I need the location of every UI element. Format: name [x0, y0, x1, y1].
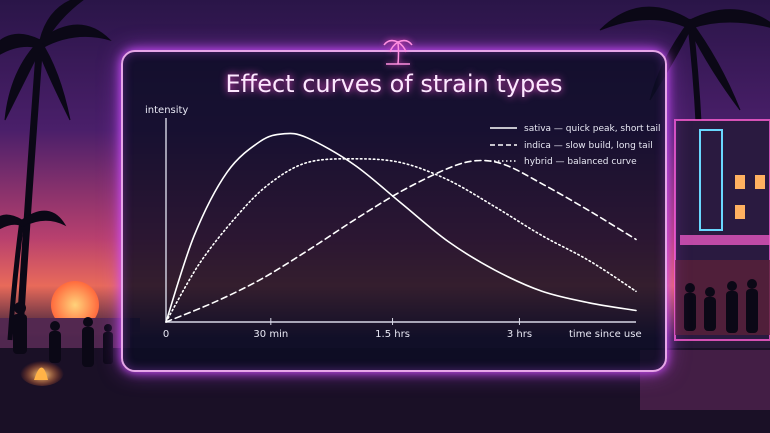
campfire	[20, 358, 64, 386]
palm-tree-icon	[383, 39, 413, 65]
palm-trees-left	[0, 0, 112, 341]
x-tick-label: 0	[163, 329, 169, 340]
legend-label-hybrid: hybrid — balanced curve	[524, 157, 637, 167]
legend: sativa — quick peak, short tail indica —…	[490, 124, 660, 167]
people-silhouettes-left	[13, 302, 113, 367]
x-ticks: 0 30 min 1.5 hrs 3 hrs	[163, 318, 532, 340]
y-axis-label: intensity	[145, 105, 188, 116]
legend-label-indica: indica — slow build, long tail	[524, 141, 653, 151]
series-lines	[165, 132, 637, 323]
people-silhouettes-right	[684, 279, 758, 333]
x-tick-label: 1.5 hrs	[375, 329, 410, 340]
x-tick-label: 3 hrs	[507, 329, 532, 340]
legend-label-sativa: sativa — quick peak, short tail	[524, 124, 660, 134]
x-axis-label: time since use	[569, 329, 642, 340]
line-hybrid	[165, 157, 637, 323]
chart-panel	[121, 50, 667, 372]
chart-title: Effect curves of strain types	[226, 70, 563, 98]
x-tick-label: 30 min	[253, 329, 288, 340]
line-sativa	[165, 132, 637, 323]
line-indica	[165, 159, 637, 323]
